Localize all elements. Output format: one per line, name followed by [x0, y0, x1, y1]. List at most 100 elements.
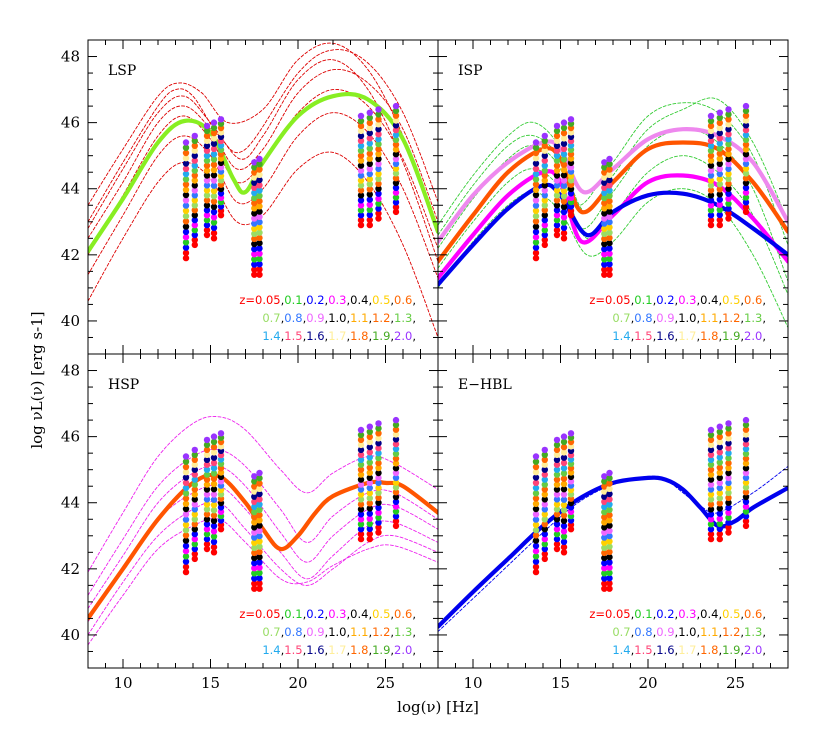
- redshift-dot: [392, 112, 400, 119]
- redshift-dot: [392, 522, 400, 530]
- redshift-dot: [251, 230, 258, 237]
- redshift-dot: [716, 515, 723, 522]
- redshift-dot: [357, 117, 365, 125]
- redshift-dot: [251, 235, 258, 243]
- redshift-dot: [392, 184, 400, 191]
- redshift-dot: [606, 548, 613, 556]
- redshift-dot: [191, 545, 198, 553]
- redshift-dot: [366, 525, 373, 533]
- redshift-dot: [532, 223, 540, 230]
- redshift-dot: [357, 216, 365, 224]
- redshift-dot: [251, 544, 258, 551]
- redshift-dot: [553, 157, 561, 164]
- redshift-dot: [203, 466, 211, 473]
- legend-entry: 1.3: [394, 311, 412, 325]
- legend-separator: ,: [653, 607, 657, 621]
- redshift-dot: [366, 515, 373, 522]
- redshift-dot: [725, 126, 732, 133]
- x-tick-label: 15: [551, 674, 570, 692]
- redshift-dot: [606, 261, 613, 268]
- redshift-dot: [560, 156, 568, 163]
- legend-entry: z=0.05: [589, 293, 630, 307]
- redshift-dot: [553, 456, 561, 463]
- redshift-dot: [707, 212, 715, 219]
- redshift-dot: [392, 450, 400, 457]
- panel-1: ISPz=0.05,0.1,0.2,0.3,0.4,0.5,0.6,0.7,0.…: [437, 39, 789, 355]
- redshift-dot: [567, 434, 575, 441]
- model-curve-dashed: [88, 112, 438, 279]
- redshift-dot: [541, 142, 548, 149]
- redshift-dot: [601, 585, 608, 592]
- redshift-dot: [716, 114, 723, 122]
- redshift-dot: [392, 199, 400, 206]
- redshift-dot: [217, 508, 225, 515]
- redshift-dot: [742, 107, 750, 115]
- redshift-dot: [601, 210, 608, 217]
- redshift-dot: [392, 203, 400, 211]
- redshift-dot: [742, 102, 750, 110]
- legend-entry: z=0.05: [239, 607, 280, 621]
- redshift-dot: [553, 221, 561, 229]
- redshift-dot: [392, 146, 400, 153]
- redshift-dot: [357, 501, 365, 508]
- redshift-dot: [716, 530, 723, 538]
- redshift-dot: [541, 221, 548, 229]
- redshift-dot: [357, 162, 365, 169]
- redshift-dot: [606, 575, 613, 582]
- redshift-dot: [392, 189, 400, 196]
- redshift-dot: [725, 494, 732, 501]
- redshift-dot: [601, 266, 608, 273]
- redshift-dot: [392, 421, 400, 429]
- redshift-dot: [182, 469, 190, 476]
- redshift-dot: [256, 161, 263, 168]
- redshift-dot: [191, 137, 198, 144]
- redshift-dot: [601, 189, 608, 197]
- redshift-dot: [375, 450, 382, 457]
- redshift-dot: [606, 266, 613, 273]
- redshift-dot: [203, 202, 211, 209]
- redshift-dot: [182, 479, 190, 486]
- legend-separator: ,: [368, 607, 372, 621]
- redshift-dot: [532, 149, 540, 157]
- redshift-dot: [560, 433, 568, 440]
- y-tick-label: 40: [61, 312, 80, 330]
- redshift-dot: [716, 433, 723, 441]
- redshift-dot: [191, 147, 198, 154]
- redshift-dot: [707, 187, 715, 194]
- redshift-dot: [707, 451, 715, 458]
- redshift-dot: [716, 165, 723, 173]
- redshift-dot: [256, 569, 263, 577]
- redshift-dot: [601, 179, 608, 186]
- redshift-dot: [203, 521, 211, 528]
- redshift-dot: [532, 532, 540, 539]
- redshift-dot: [541, 530, 548, 538]
- legend-separator: ,: [653, 329, 657, 343]
- redshift-dots: [532, 416, 750, 592]
- redshift-dot: [366, 464, 373, 471]
- redshift-dot: [366, 145, 373, 152]
- legend-entry: 0.5: [722, 293, 740, 307]
- redshift-dot: [366, 500, 373, 507]
- redshift-dot: [191, 550, 198, 558]
- redshift-dot: [532, 139, 540, 146]
- redshift-dot: [182, 207, 190, 214]
- redshift-dot: [191, 212, 198, 219]
- redshift-dot: [742, 460, 750, 467]
- redshift-dot: [182, 553, 190, 560]
- redshift-dot: [606, 203, 613, 210]
- redshift-dot: [203, 212, 211, 219]
- redshift-dot: [191, 236, 198, 244]
- redshift-dot: [532, 516, 540, 523]
- legend-entry: 1.9: [372, 643, 390, 657]
- redshift-dot: [191, 157, 198, 164]
- redshift-dot: [182, 453, 190, 460]
- model-curve-thick: [88, 92, 438, 254]
- redshift-dot: [256, 485, 263, 492]
- redshift-dot: [191, 456, 198, 463]
- redshift-dot: [392, 440, 400, 448]
- redshift-dot: [742, 122, 750, 129]
- redshift-dot: [606, 511, 613, 519]
- redshift-dot: [256, 192, 263, 199]
- legend-separator: ,: [762, 329, 766, 343]
